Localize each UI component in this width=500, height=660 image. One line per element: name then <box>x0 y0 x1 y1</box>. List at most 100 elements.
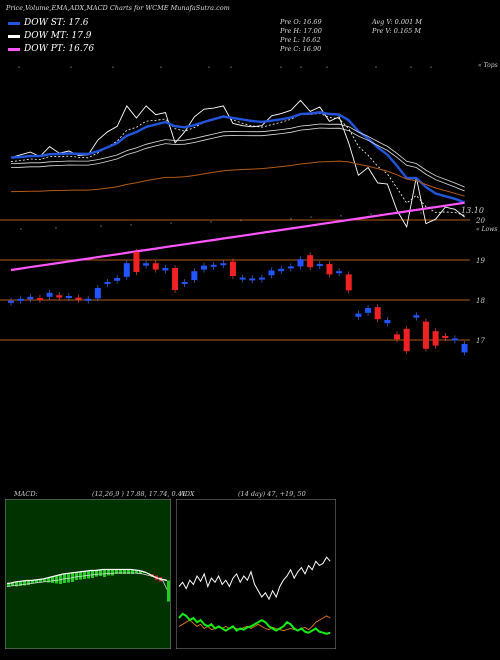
candle <box>56 295 63 298</box>
candle <box>17 298 24 301</box>
candle <box>307 255 314 268</box>
price-chart: 20 19 18 17 ˟ ˟ ˟ ˟ ˟ ˟ ˟ ˟ ˟ ˟ ˟ ˟ ˟ ˟ ˟ ˟ ˟ ˟ ˟ ˟ ˟ ˟ ˟ ˟ ˟ <box>0 66 485 356</box>
macd-hist-bar <box>23 581 26 586</box>
macd-hist-bar <box>47 578 50 583</box>
macd-hist-bar <box>127 569 130 574</box>
macd-line <box>6 568 168 585</box>
ema-long-line <box>10 201 465 272</box>
tick-mark-top: ˟ <box>375 66 377 72</box>
candle <box>220 263 227 266</box>
tick-mark-low: ˟ <box>310 216 312 222</box>
tick-mark-low: ˟ <box>240 219 242 225</box>
macd-hist-bar <box>75 572 78 580</box>
macd-hist-bar <box>7 583 10 587</box>
candle <box>133 252 140 272</box>
ema-mid-line-b <box>10 127 465 192</box>
price-level-label: 20 <box>475 217 485 225</box>
candle <box>394 334 400 340</box>
macd-signal-line <box>6 572 168 590</box>
price-levels: 20 19 18 17 <box>0 217 485 345</box>
adx-series <box>178 556 331 635</box>
candle <box>374 307 381 320</box>
macd-hist-bar <box>91 570 94 578</box>
legend-dow-st: DOW ST: 17.6 <box>8 18 89 28</box>
macd-hist-bar <box>43 579 46 582</box>
candle <box>94 288 101 299</box>
prev-volume: Pre V: 0.165 M <box>372 27 422 35</box>
legend-label-st: DOW ST: 17.6 <box>24 18 89 28</box>
price-level-label: 18 <box>476 297 485 305</box>
candle <box>297 259 304 267</box>
adx-dx-line <box>178 556 331 601</box>
candle <box>239 277 246 280</box>
macd-hist-bar <box>31 580 34 584</box>
candle <box>384 320 391 324</box>
tick-mark-low: ˟ <box>100 225 102 231</box>
legend-swatch-mt <box>8 34 20 38</box>
macd-params: (12,26,9 ) 17.88, 17.74, 0.41 <box>92 490 186 498</box>
adx-params: (14 day) 47, +19, 50 <box>238 490 306 498</box>
tick-mark-top: ˟ <box>280 66 282 72</box>
candle <box>422 321 429 349</box>
candle <box>46 292 53 297</box>
ohlc-open: Pre O: 16.69 <box>280 18 322 26</box>
candle <box>36 298 43 300</box>
tick-mark-low: ˟ <box>370 213 372 219</box>
tick-mark-low: ˟ <box>340 215 342 221</box>
tops-label: « Tops <box>478 62 498 69</box>
macd-hist-bar <box>119 569 122 574</box>
adx-header: ADX <box>180 490 195 498</box>
ema-mid-line-a <box>10 123 465 188</box>
candle <box>355 313 362 317</box>
macd-header: MACD: <box>14 490 38 498</box>
tick-mark-top: ˟ <box>230 66 232 72</box>
tick-mark-low: ˟ <box>210 221 212 227</box>
macd-hist-bar <box>79 572 82 580</box>
avg-volume: Avg V: 0.001 M <box>372 18 422 26</box>
candle <box>85 298 92 301</box>
macd-hist-bar <box>135 570 138 573</box>
macd-hist-bar <box>83 571 86 579</box>
ema-value-label: 13.10 <box>461 206 484 215</box>
tick-marks: ˟ ˟ ˟ ˟ ˟ ˟ ˟ ˟ ˟ ˟ ˟ ˟ ˟ ˟ ˟ ˟ ˟ ˟ ˟ ˟ ˟ ˟ ˟ ˟ ˟ <box>18 66 444 234</box>
tick-mark-top: ˟ <box>112 66 114 72</box>
candle <box>75 297 82 300</box>
tick-mark-top: ˟ <box>430 66 432 72</box>
tick-mark-low: ˟ <box>20 228 22 234</box>
macd-hist-bar <box>111 569 114 576</box>
macd-hist-bar <box>39 579 42 583</box>
macd-hist-bar <box>11 583 14 586</box>
candle <box>181 282 188 284</box>
tick-mark-top: ˟ <box>70 66 72 72</box>
candle <box>229 261 236 276</box>
macd-hist-bar <box>107 569 110 576</box>
candle <box>432 331 439 346</box>
candle <box>152 263 159 270</box>
candle <box>326 264 333 275</box>
candle <box>278 268 285 272</box>
candle <box>65 296 72 298</box>
macd-panel <box>5 499 171 649</box>
tick-mark-low: ˟ <box>130 224 132 230</box>
candle <box>403 328 410 352</box>
candle <box>104 282 111 284</box>
tick-mark-top: ˟ <box>160 66 162 72</box>
tick-mark-top: ˟ <box>300 66 302 72</box>
macd-hist-bar <box>87 571 90 579</box>
candle <box>8 300 14 303</box>
ohlc-low: Pre L: 16.62 <box>280 36 321 44</box>
candle <box>316 264 323 266</box>
price-level-label: 19 <box>476 257 485 265</box>
tick-mark-top: ˟ <box>326 66 328 72</box>
tick-mark-low: ˟ <box>290 218 292 224</box>
macd-hist-bar <box>115 569 118 574</box>
tick-mark-top: ˟ <box>410 66 412 72</box>
legend-swatch-st <box>8 21 20 25</box>
chart-title: Price,Volume,EMA,ADX,MACD Charts for WCM… <box>6 4 230 12</box>
candle <box>123 263 130 277</box>
ohlc-close: Pre C: 16.90 <box>280 45 322 53</box>
legend-dow-mt: DOW MT: 17.9 <box>8 31 92 41</box>
macd-hist-bar <box>103 569 106 577</box>
price-lines <box>10 99 466 272</box>
macd-hist-bar <box>139 570 142 574</box>
